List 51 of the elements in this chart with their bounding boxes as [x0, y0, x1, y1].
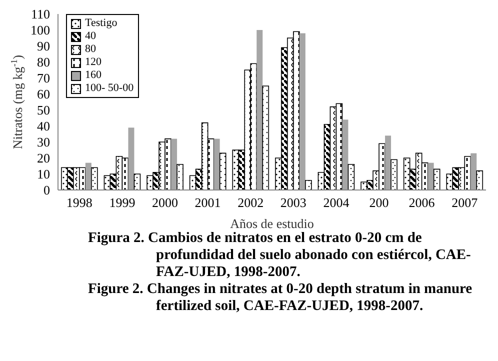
bar: [91, 167, 98, 190]
bar: [428, 162, 434, 190]
bar: [85, 162, 92, 190]
x-tick-label: 2007: [452, 195, 478, 210]
bar: [433, 168, 440, 190]
bar: [256, 30, 263, 190]
bar: [390, 159, 398, 190]
y-tick-label: 100: [30, 22, 50, 38]
x-tick-label: 2001: [194, 195, 221, 210]
bar: [219, 152, 226, 190]
text: Figura 2. Cambios de nitratos en el estrato 0-20 cm de profundidad del suelo abonado con estiércol, CAE-FAZ-UJED, 1998-2007.: [88, 230, 472, 281]
legend-label: 40: [85, 30, 96, 43]
y-tick-label: 30: [37, 134, 50, 150]
y-tick-label: 20: [37, 150, 50, 166]
y-tick-label: 70: [37, 70, 50, 86]
bar: [262, 86, 270, 190]
x-tick-label: 1999: [109, 195, 136, 210]
x-tick-label: 2002: [238, 195, 264, 210]
x-tick-label: 200: [369, 195, 389, 210]
bar: [214, 138, 220, 190]
legend-label: 100- 50-00: [85, 82, 134, 95]
bar: [128, 128, 134, 190]
x-tick-label: 2000: [152, 195, 178, 210]
x-tick-label: 1998: [66, 195, 92, 210]
legend-label: Testigo: [85, 17, 118, 30]
y-tick-label: 0: [44, 182, 50, 198]
caption: Figure 2. Changes in nitrates at 0-20 depth stratum in manure fertilized soil, CAE-FAZ-UJED, 1998-2007.: [88, 281, 474, 315]
y-tick-label: 10: [37, 166, 50, 182]
legend-label: 80: [85, 43, 96, 56]
y-tick-label: 50: [37, 102, 50, 118]
x-tick-label: 2003: [280, 195, 306, 210]
bar: [176, 164, 184, 190]
legend-label: 160: [85, 69, 102, 82]
y-tick-label: 90: [37, 38, 50, 54]
x-tick-label: 2004: [323, 195, 350, 210]
bar: [171, 138, 178, 190]
y-tick-label: 60: [37, 86, 50, 102]
y-tick-label: 40: [37, 118, 50, 134]
y-tick-label: 110: [30, 6, 50, 22]
bar: [134, 174, 141, 190]
x-axis-title: Años de estudio: [230, 216, 314, 231]
legend-label: 120: [85, 56, 102, 69]
bar: [342, 120, 348, 190]
x-tick-label: 2006: [408, 195, 436, 210]
y-tick-label: 80: [37, 54, 50, 70]
bar: [305, 180, 312, 190]
bar: [385, 136, 392, 190]
bar: [476, 170, 484, 190]
bar: [299, 33, 306, 190]
bar: [348, 164, 355, 190]
bar: [470, 153, 477, 190]
